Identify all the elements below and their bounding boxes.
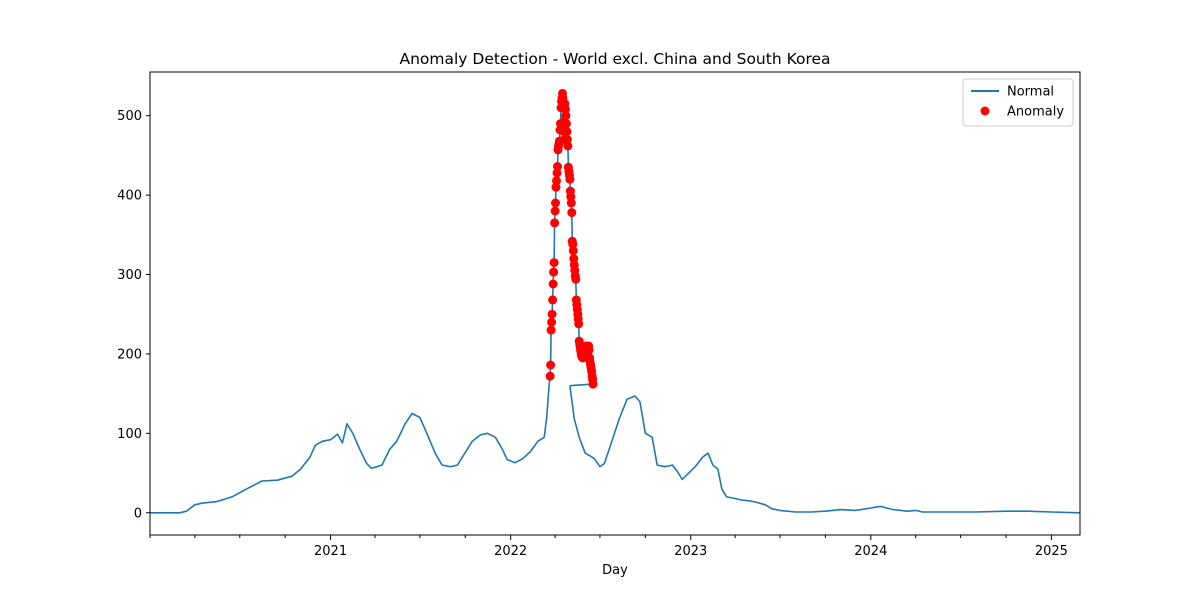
y-tick-label: 400 — [117, 189, 142, 204]
legend-label: Anomaly — [1007, 105, 1064, 120]
anomaly-point — [567, 208, 577, 218]
anomaly-point — [546, 325, 556, 335]
anomaly-point — [561, 119, 571, 129]
y-tick-label: 0 — [134, 506, 142, 521]
y-tick-label: 200 — [117, 347, 142, 362]
anomaly-point — [588, 379, 598, 389]
chart-title: Anomaly Detection - World excl. China an… — [399, 50, 830, 68]
anomaly-point — [584, 345, 594, 355]
anomaly-point — [550, 218, 560, 228]
anomaly-point — [566, 198, 576, 208]
anomaly-point — [561, 111, 571, 121]
anomaly-point — [563, 141, 573, 151]
anomaly-point — [569, 254, 579, 264]
anomaly-point — [551, 182, 561, 192]
anomaly-point — [546, 360, 556, 370]
anomaly-point — [565, 174, 575, 184]
anomaly-point — [552, 168, 562, 178]
x-tick-label: 2022 — [494, 544, 527, 559]
anomaly-point — [551, 198, 560, 208]
anomaly-point — [562, 135, 572, 144]
plot-area — [150, 88, 1081, 514]
anomaly-point — [547, 309, 557, 319]
anomaly-point — [568, 246, 578, 256]
x-tick-label: 2024 — [854, 544, 887, 559]
anomaly-point — [560, 104, 570, 114]
anomaly-point — [549, 258, 559, 268]
normal-series-line — [150, 385, 550, 514]
anomaly-point — [550, 206, 560, 216]
y-tick-label: 300 — [117, 268, 142, 283]
y-tick-label: 100 — [117, 427, 142, 442]
legend-swatch-dot — [980, 106, 990, 116]
x-tick-label: 2023 — [674, 544, 707, 559]
anomaly-point — [562, 127, 572, 137]
x-axis-label: Day — [602, 563, 628, 578]
anomaly-point — [568, 239, 578, 249]
normal-series-line — [569, 385, 1081, 514]
legend-label: Normal — [1007, 85, 1054, 100]
anomaly-point — [549, 267, 559, 277]
y-tick-label: 500 — [117, 109, 142, 124]
x-tick-label: 2021 — [314, 544, 347, 559]
anomaly-point — [547, 317, 557, 327]
x-tick-label: 2025 — [1035, 544, 1068, 559]
axes-frame — [149, 71, 1081, 536]
anomaly-point — [548, 279, 558, 289]
anomaly-point — [571, 274, 581, 284]
anomaly-point — [548, 295, 558, 305]
legend: Normal Anomaly — [962, 78, 1074, 127]
anomaly-point — [545, 371, 555, 381]
anomaly-point — [574, 319, 584, 329]
anomaly-point — [552, 176, 561, 186]
anomaly-point — [553, 162, 562, 171]
axes: 0 100 200 300 400 500 2021 2022 2023 2024 2025 — [117, 109, 1068, 559]
